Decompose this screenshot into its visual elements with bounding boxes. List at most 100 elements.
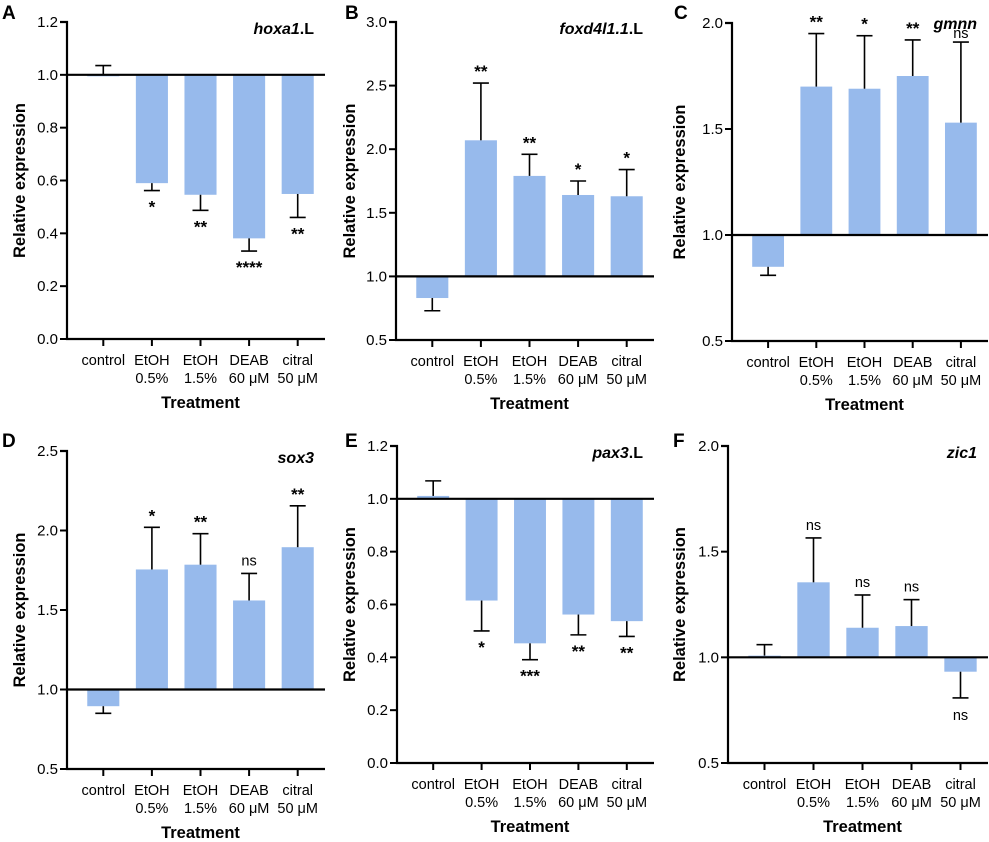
x-tick-sublabel: 0.5% (135, 371, 168, 387)
y-tick-label: 0.2 (367, 702, 388, 719)
y-tick-label: 1.0 (367, 491, 388, 508)
significance-label: ** (810, 13, 824, 32)
x-tick-label: EtOH (183, 353, 218, 369)
y-tick-label: 1.0 (37, 67, 58, 84)
significance-label: **** (236, 258, 263, 277)
significance-label: ns (241, 553, 256, 569)
bar (135, 569, 168, 690)
gene-title: zic1 (946, 445, 977, 462)
x-tick-label: EtOH (183, 783, 218, 799)
x-tick-label: citral (611, 777, 642, 793)
y-tick-label: 1.0 (698, 649, 719, 666)
bar (184, 74, 217, 195)
significance-label: ns (855, 575, 870, 591)
gene-title: pax3.L (591, 445, 643, 462)
bar (895, 626, 928, 658)
bar (281, 547, 314, 690)
x-tick-sublabel: 60 μM (558, 372, 599, 388)
significance-label: ** (572, 642, 586, 661)
significance-label: ns (904, 580, 919, 596)
x-tick-sublabel: 60 μM (891, 795, 932, 811)
x-tick-sublabel: 60 μM (229, 801, 270, 817)
x-tick-label: citral (945, 777, 976, 793)
panel-letter: B (345, 3, 359, 24)
y-tick-label: 0.5 (698, 755, 719, 772)
x-tick-label: DEAB (229, 783, 269, 799)
bar (281, 74, 314, 194)
gene-title-italic: sox3 (278, 450, 315, 467)
significance-label: * (149, 198, 156, 217)
x-tick-sublabel: 0.5% (464, 372, 497, 388)
bar (848, 88, 881, 235)
y-tick-label: 1.5 (37, 602, 58, 619)
panel-b: Bfoxd4l1.1.Lcontrol**EtOH0.5%**EtOH1.5%*… (341, 3, 654, 413)
x-tick-label: control (411, 354, 455, 370)
bar (846, 627, 879, 658)
x-tick-sublabel: 60 μM (892, 373, 933, 389)
y-tick-label: 1.2 (367, 438, 388, 455)
y-tick-label: 1.5 (698, 544, 719, 561)
x-tick-sublabel: 0.5% (800, 373, 833, 389)
y-axis-title: Relative expression (671, 105, 689, 260)
x-tick-label: DEAB (558, 354, 598, 370)
y-tick-label: 1.0 (37, 682, 58, 699)
bar (135, 74, 168, 184)
gene-title-italic: gmnn (932, 16, 977, 33)
x-tick-sublabel: 1.5% (848, 373, 881, 389)
significance-label: ns (806, 518, 821, 534)
x-tick-label: EtOH (463, 354, 498, 370)
y-axis-title: Relative expression (341, 527, 359, 682)
y-tick-label: 0.2 (37, 278, 58, 295)
x-tick-label: EtOH (134, 353, 169, 369)
bar (417, 495, 450, 499)
x-tick-label: EtOH (847, 355, 882, 371)
significance-label: ns (953, 26, 968, 42)
x-tick-sublabel: 1.5% (846, 795, 879, 811)
x-tick-sublabel: 60 μM (558, 795, 599, 811)
x-tick-sublabel: 0.5% (797, 795, 830, 811)
bar (752, 235, 785, 267)
significance-label: ** (906, 19, 920, 38)
x-axis-title: Treatment (490, 395, 569, 413)
gene-title-italic: hoxa1 (254, 21, 300, 38)
x-tick-label: citral (611, 354, 642, 370)
bar (562, 194, 595, 277)
gene-title: gmnn (932, 16, 977, 33)
significance-label: ** (474, 62, 488, 81)
bar (896, 76, 929, 235)
x-tick-sublabel: 50 μM (940, 795, 981, 811)
gene-title-italic: pax3 (591, 445, 629, 462)
x-axis-title: Treatment (491, 818, 570, 836)
x-axis-title: Treatment (161, 394, 240, 412)
y-axis-title: Relative expression (671, 527, 689, 682)
bar (562, 498, 595, 615)
x-tick-label: EtOH (512, 354, 547, 370)
significance-label: * (575, 160, 582, 179)
y-tick-label: 2.5 (366, 78, 387, 95)
y-tick-label: 2.0 (37, 523, 58, 540)
y-tick-label: 0.6 (37, 173, 58, 190)
y-axis-title: Relative expression (341, 104, 359, 259)
y-tick-label: 3.0 (366, 14, 387, 31)
bar (944, 122, 977, 235)
y-tick-label: 2.0 (366, 141, 387, 158)
bar (610, 196, 643, 277)
x-tick-label: EtOH (464, 777, 499, 793)
significance-label: *** (520, 667, 540, 686)
panel-letter: A (2, 3, 16, 24)
x-tick-label: DEAB (229, 353, 269, 369)
bar (797, 582, 830, 658)
bar (184, 564, 217, 690)
x-tick-sublabel: 60 μM (229, 371, 270, 387)
significance-label: * (478, 638, 485, 657)
x-tick-label: EtOH (512, 777, 547, 793)
bar (233, 74, 266, 239)
significance-label: ** (194, 217, 208, 236)
x-tick-label: DEAB (559, 777, 599, 793)
y-tick-label: 1.0 (702, 227, 723, 244)
x-tick-sublabel: 50 μM (277, 371, 318, 387)
x-tick-sublabel: 0.5% (135, 801, 168, 817)
